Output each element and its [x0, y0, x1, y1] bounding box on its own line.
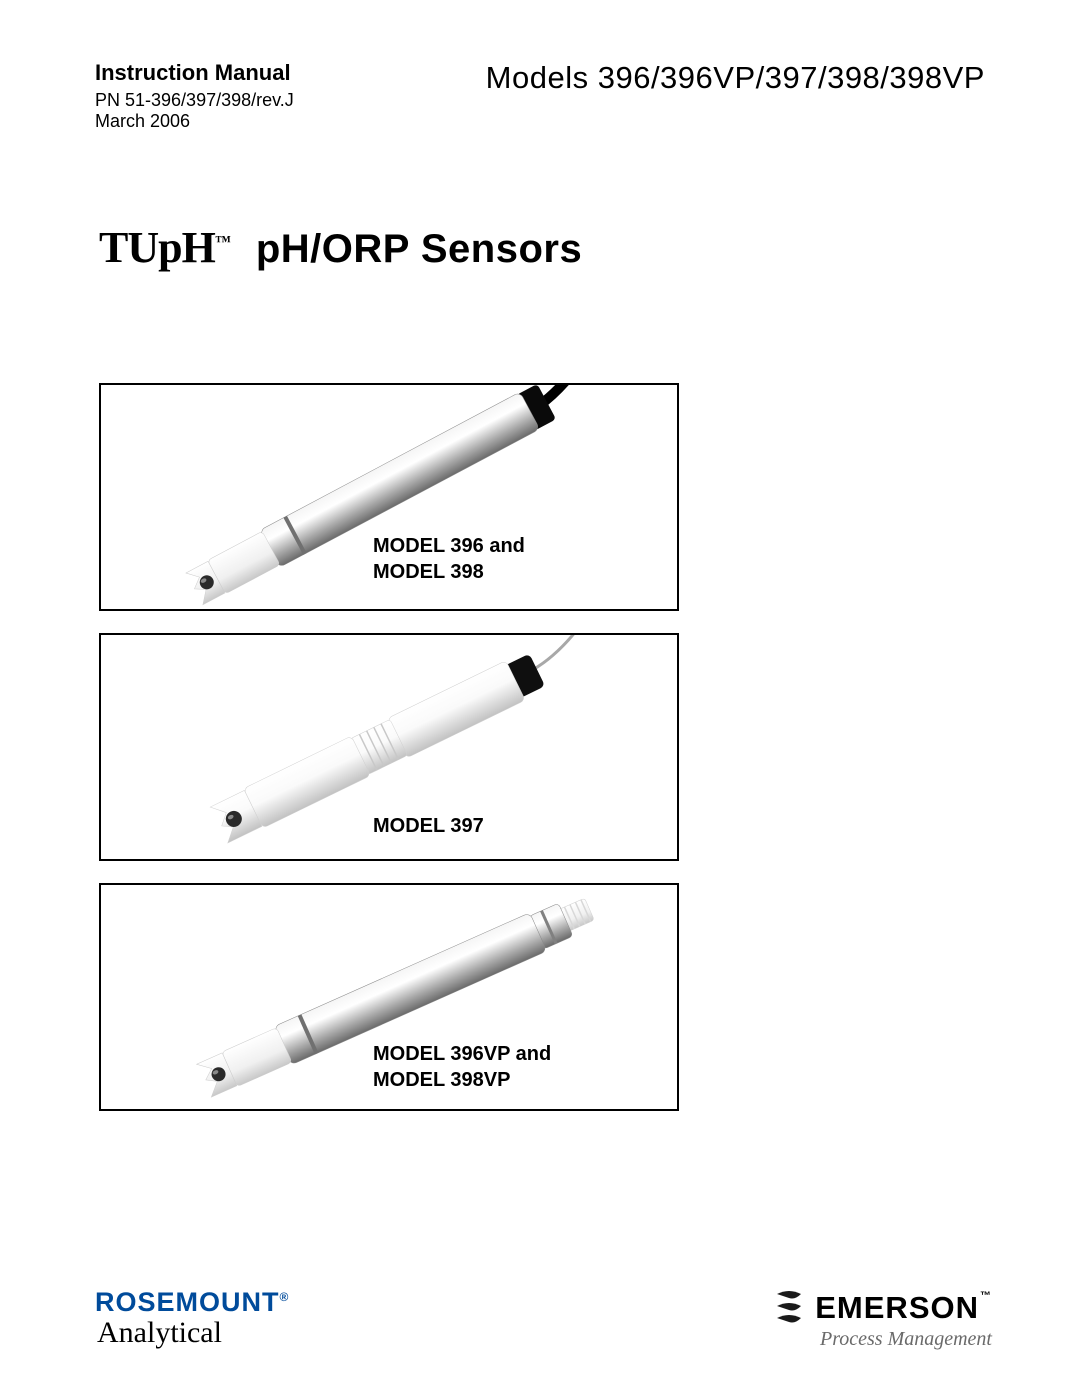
panel-1-label-line2: MODEL 398 — [373, 559, 525, 585]
panel-2-label: MODEL 397 — [373, 813, 484, 839]
product-title-row: TUpH™ pH/ORP Sensors — [99, 222, 985, 273]
emerson-helix-icon — [769, 1286, 809, 1326]
process-management-text: Process Management — [769, 1328, 992, 1351]
rosemount-logo: ROSEMOUNT® Analytical — [95, 1287, 289, 1350]
part-number: PN 51-396/397/398/rev.J — [95, 90, 294, 111]
product-title: pH/ORP Sensors — [256, 227, 582, 272]
emerson-text: EMERSON — [815, 1290, 979, 1325]
panel-3-label-line1: MODEL 396VP and — [373, 1041, 551, 1067]
product-panels: MODEL 396 and MODEL 398 — [99, 383, 985, 1111]
rosemount-text: ROSEMOUNT — [95, 1287, 280, 1317]
panel-1-label: MODEL 396 and MODEL 398 — [373, 533, 525, 585]
emerson-wordmark: EMERSON™ — [815, 1290, 992, 1326]
footer: ROSEMOUNT® Analytical EMERSON™ Process M… — [95, 1286, 992, 1351]
panel-2-label-line1: MODEL 397 — [373, 813, 484, 839]
tuph-tm: ™ — [215, 233, 230, 250]
emerson-logo-row: EMERSON™ — [769, 1286, 992, 1326]
tuph-logo: TUpH™ — [99, 222, 230, 273]
models-heading: Models 396/396VP/397/398/398VP — [486, 60, 985, 96]
panel-1-label-line1: MODEL 396 and — [373, 533, 525, 559]
instruction-manual-label: Instruction Manual — [95, 60, 294, 86]
analytical-text: Analytical — [97, 1316, 289, 1350]
panel-3-label: MODEL 396VP and MODEL 398VP — [373, 1041, 551, 1093]
panel-3-label-line2: MODEL 398VP — [373, 1067, 551, 1093]
rosemount-reg: ® — [280, 1290, 290, 1304]
panel-model-396vp-398vp: MODEL 396VP and MODEL 398VP — [99, 883, 679, 1111]
emerson-tm: ™ — [980, 1290, 992, 1302]
header-left-block: Instruction Manual PN 51-396/397/398/rev… — [95, 60, 294, 132]
rosemount-wordmark: ROSEMOUNT® — [95, 1287, 289, 1318]
panel-model-397: MODEL 397 — [99, 633, 679, 861]
tuph-logo-text: TUpH — [99, 223, 215, 272]
emerson-logo: EMERSON™ Process Management — [769, 1286, 992, 1351]
publication-date: March 2006 — [95, 111, 294, 132]
header: Instruction Manual PN 51-396/397/398/rev… — [95, 60, 985, 132]
panel-model-396-398: MODEL 396 and MODEL 398 — [99, 383, 679, 611]
